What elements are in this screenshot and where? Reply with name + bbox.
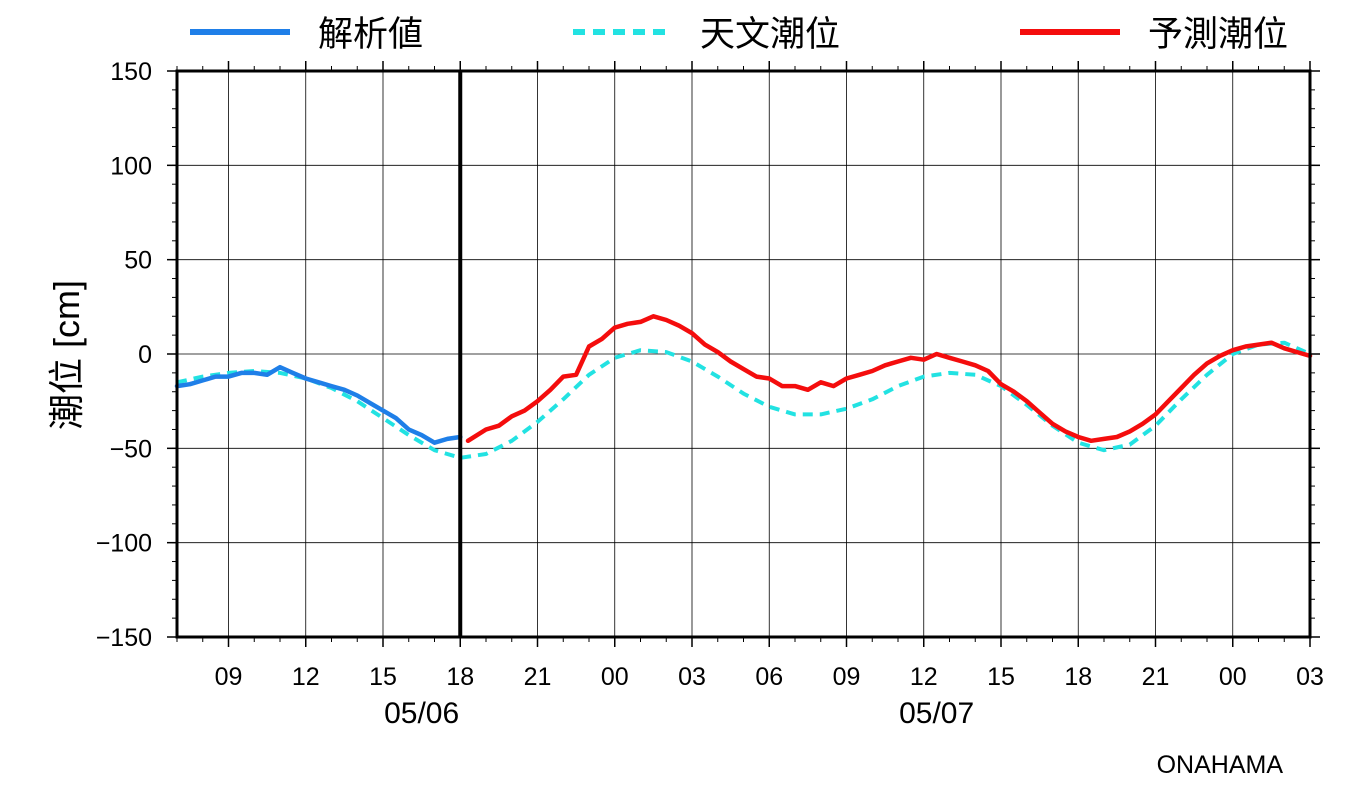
x-tick-label: 03 [678, 663, 706, 691]
y-tick-label: 0 [138, 341, 152, 369]
series-lines [174, 314, 1313, 460]
legend: 解析値 天文潮位 予測潮位 [190, 15, 1288, 54]
x-tick-label: 15 [987, 663, 1015, 691]
y-axis: −150 −100 −50 0 50 100 150 [96, 58, 1320, 652]
date-label: 05/07 [899, 697, 974, 730]
station-name: ONAHAMA [1157, 751, 1284, 779]
date-labels: 05/06 05/07 [384, 697, 974, 730]
y-tick-label: −50 [110, 435, 152, 463]
x-tick-label: 00 [601, 663, 629, 691]
x-tick-label: 12 [910, 663, 938, 691]
legend-label: 天文潮位 [700, 15, 840, 54]
y-axis-label: 潮位 [cm] [46, 280, 87, 430]
x-tick-label: 09 [215, 663, 243, 691]
y-tick-label: 50 [124, 247, 152, 275]
x-tick-label: 15 [369, 663, 397, 691]
x-tick-label: 18 [1064, 663, 1092, 691]
y-tick-label: −100 [96, 530, 152, 558]
x-tick-label: 18 [446, 663, 474, 691]
series-line [174, 364, 463, 445]
x-tick-label: 03 [1296, 663, 1324, 691]
x-tick-label: 06 [755, 663, 783, 691]
x-tick-label: 21 [524, 663, 552, 691]
y-tick-label: 100 [110, 152, 152, 180]
legend-label: 解析値 [318, 15, 423, 54]
y-tick-label: −150 [96, 624, 152, 652]
x-axis: 09 12 15 18 21 00 03 06 09 12 15 18 21 00 03 [215, 61, 1324, 691]
date-label: 05/06 [384, 697, 459, 730]
legend-label: 予測潮位 [1148, 15, 1288, 54]
series-line [176, 340, 1311, 460]
x-tick-label: 09 [833, 663, 861, 691]
grid-lines [177, 70, 1311, 638]
x-tick-label: 12 [292, 663, 320, 691]
y-tick-label: 150 [110, 58, 152, 86]
series-line [465, 314, 1313, 444]
x-tick-label: 00 [1219, 663, 1247, 691]
x-tick-label: 21 [1142, 663, 1170, 691]
